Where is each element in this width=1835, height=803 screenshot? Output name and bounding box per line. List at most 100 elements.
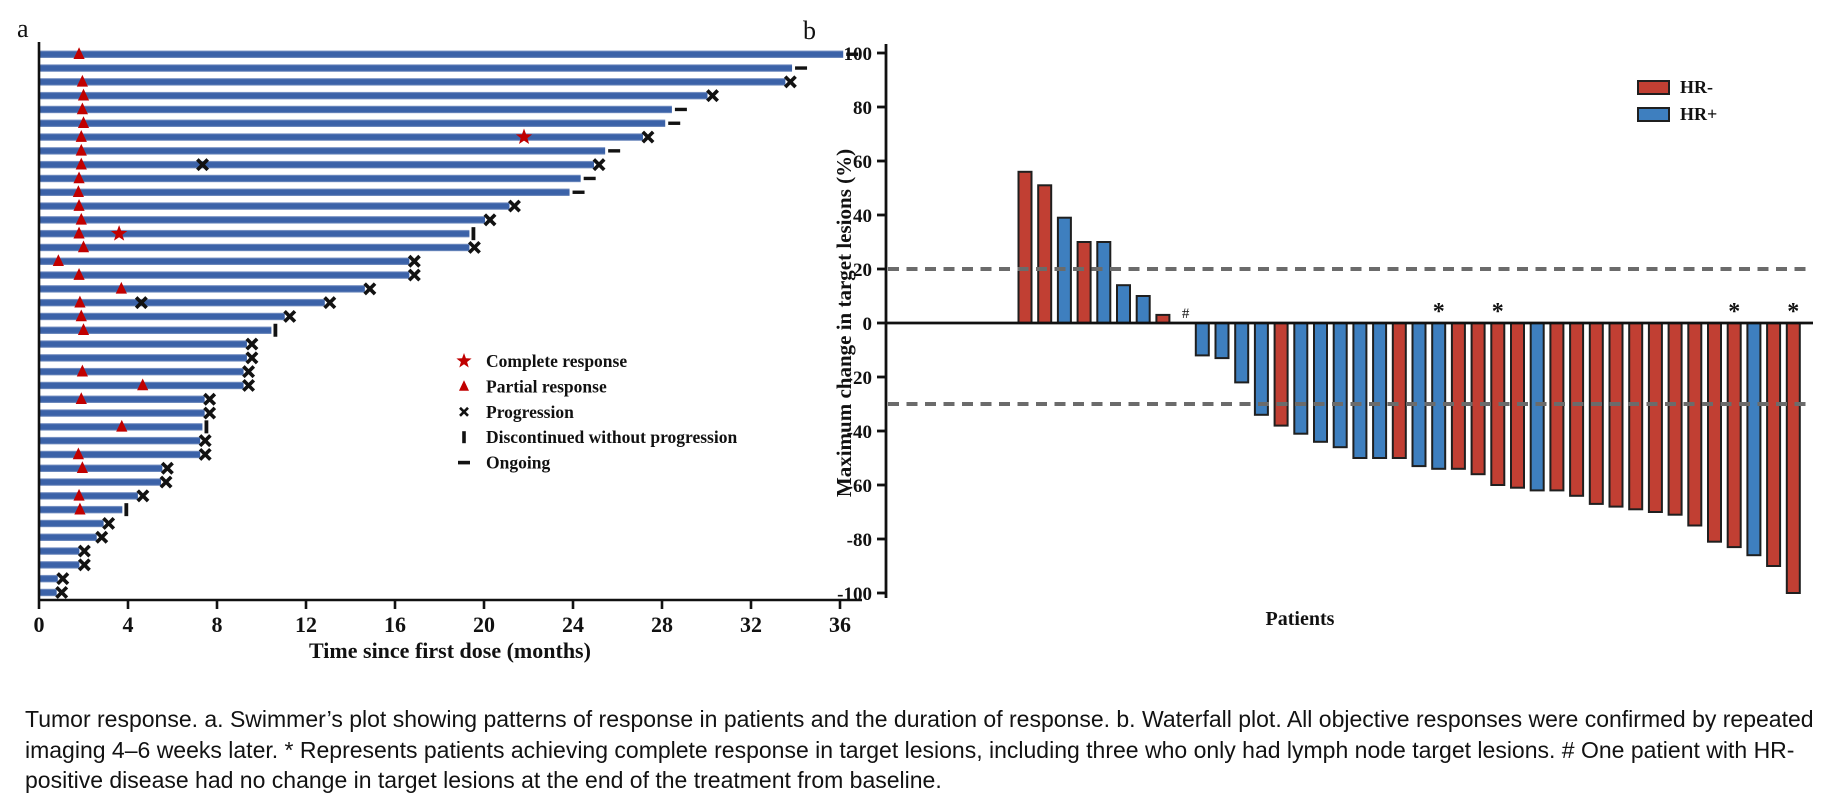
progression-x-icon bbox=[55, 585, 69, 599]
x-tick-label: 4 bbox=[123, 612, 134, 637]
y-tick-label: -60 bbox=[847, 476, 872, 497]
swimmer-bar bbox=[40, 519, 104, 528]
swimmer-bar bbox=[40, 229, 470, 238]
partial-response-triangle-icon bbox=[75, 212, 87, 225]
x-tick-label: 8 bbox=[212, 612, 223, 637]
waterfall-plot: # * * * * 100 80 60 40 20 0 -20 -40 -60 -80 -100 Maximum… bbox=[832, 44, 1813, 630]
swimmer-bar-row bbox=[40, 447, 212, 461]
x-axis-title: Patients bbox=[1266, 608, 1335, 630]
swimmer-bar-row bbox=[40, 544, 91, 558]
charts-canvas: 0 4 8 12 16 20 24 28 32 36 Time since first dose (… bbox=[34, 42, 1813, 663]
progression-x-icon bbox=[102, 516, 116, 530]
swimmer-bar bbox=[40, 561, 80, 569]
waterfall-bar bbox=[1096, 241, 1112, 324]
y-tick-label: 40 bbox=[853, 206, 872, 227]
partial-response-triangle-icon bbox=[73, 226, 85, 239]
waterfall-bar bbox=[1687, 322, 1703, 527]
swimmer-bar bbox=[40, 409, 205, 417]
swimmer-bar bbox=[40, 354, 247, 362]
x-tick-label: 0 bbox=[34, 612, 45, 637]
partial-response-triangle-icon bbox=[116, 419, 128, 432]
waterfall-bar bbox=[1352, 322, 1368, 459]
progression-x-icon bbox=[198, 447, 212, 461]
swimmer-bar-row bbox=[40, 572, 70, 586]
y-axis-title: Maximum change in target lesions (%) bbox=[832, 149, 856, 497]
swimmer-bar-row bbox=[40, 406, 217, 420]
swimmer-bar-row bbox=[40, 585, 69, 599]
swimmer-bar-row bbox=[40, 337, 259, 351]
swimmer-bar-row bbox=[40, 392, 217, 406]
partial-response-triangle-icon bbox=[74, 502, 86, 515]
progression-x-icon bbox=[323, 296, 337, 310]
partial-response-triangle-icon bbox=[77, 323, 90, 336]
waterfall-bar bbox=[1293, 322, 1309, 435]
y-tick-label: 80 bbox=[853, 98, 872, 119]
waterfall-bar bbox=[1313, 322, 1328, 443]
progression-x-icon bbox=[363, 282, 377, 296]
legend-swatch bbox=[1637, 107, 1670, 122]
legend-label: Discontinued without progression bbox=[486, 427, 737, 447]
swimmer-bar-row bbox=[40, 281, 377, 296]
partial-response-triangle-icon bbox=[72, 185, 84, 198]
partial-response-triangle-icon bbox=[75, 130, 87, 142]
swimmer-bar bbox=[40, 588, 57, 597]
progression-x-icon bbox=[203, 392, 217, 406]
complete-response-star-icon bbox=[515, 128, 533, 144]
swimmer-bar-row bbox=[40, 558, 91, 572]
swimmer-bar-row bbox=[40, 254, 421, 268]
no-change-hash-mark: # bbox=[1182, 306, 1190, 322]
waterfall-bar bbox=[1253, 322, 1269, 416]
waterfall-bar bbox=[1470, 322, 1486, 476]
waterfall-bar bbox=[1037, 184, 1053, 324]
partial-response-triangle-icon bbox=[73, 47, 85, 60]
swimmer-bar-row bbox=[40, 74, 797, 89]
y-tick-label: -40 bbox=[847, 422, 872, 443]
swimmer-bar bbox=[40, 91, 708, 100]
progression-x-icon bbox=[641, 130, 655, 144]
swimmer-bar-row bbox=[40, 116, 681, 129]
progression-x-icon bbox=[407, 268, 421, 282]
waterfall-bar bbox=[1194, 322, 1210, 357]
partial-response-triangle-icon bbox=[137, 378, 149, 391]
swimmer-bar-row bbox=[40, 295, 337, 310]
progression-x-icon bbox=[95, 530, 109, 544]
partial-response-triangle-icon bbox=[76, 461, 88, 474]
y-tick-label: -100 bbox=[837, 584, 872, 605]
swimmer-bar bbox=[40, 188, 570, 196]
partial-response-triangle-icon bbox=[73, 199, 85, 211]
progression-x-icon bbox=[459, 406, 469, 417]
x-tick-label: 12 bbox=[295, 612, 317, 637]
swimmer-bar bbox=[40, 312, 285, 321]
swimmer-bar-row bbox=[40, 309, 297, 323]
partial-response-triangle-icon bbox=[74, 295, 86, 308]
waterfall-bar bbox=[1214, 322, 1230, 360]
swimmer-bar-row bbox=[40, 461, 174, 475]
waterfall-bar bbox=[1569, 322, 1585, 497]
swimmer-bar-row bbox=[40, 434, 212, 448]
progression-x-icon bbox=[242, 365, 256, 379]
swimmer-bar-row bbox=[40, 240, 481, 254]
swimmer-bar-row bbox=[40, 530, 109, 544]
waterfall-bar bbox=[1450, 322, 1466, 470]
swimmer-bar-row bbox=[40, 88, 719, 103]
swimmer-bar bbox=[40, 340, 247, 348]
y-tick-label: 60 bbox=[853, 152, 872, 173]
swimmer-bar-row bbox=[40, 323, 278, 337]
progression-x-icon bbox=[136, 489, 150, 503]
partial-response-triangle-icon bbox=[76, 74, 88, 87]
partial-response-triangle-icon bbox=[72, 447, 84, 460]
swimmer-bar bbox=[40, 78, 786, 86]
swimmer-bar bbox=[40, 202, 510, 210]
progression-x-icon bbox=[467, 240, 481, 254]
progression-x-icon bbox=[198, 434, 212, 448]
waterfall-bar bbox=[1017, 170, 1033, 324]
progression-x-icon bbox=[203, 406, 217, 420]
legend-label: HR- bbox=[1680, 77, 1713, 97]
swimmer-bar-row bbox=[40, 378, 256, 392]
complete-response-asterisk-mark: * bbox=[1787, 299, 1799, 325]
swimmer-bar-row bbox=[40, 128, 655, 144]
progression-x-icon bbox=[196, 158, 210, 172]
partial-response-triangle-icon bbox=[77, 116, 90, 129]
swimmer-bar bbox=[40, 547, 80, 555]
